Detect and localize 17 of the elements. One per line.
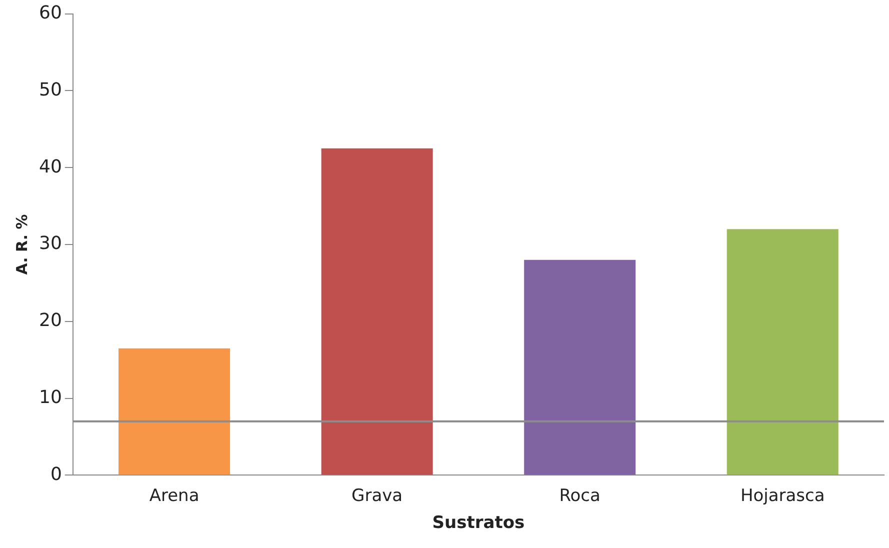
x-tick-label: Arena	[149, 486, 200, 506]
y-tick-label: 0	[50, 464, 62, 485]
x-tick-label: Roca	[559, 486, 600, 506]
y-tick-label: 40	[39, 156, 62, 178]
bar	[321, 148, 433, 475]
y-tick-label: 20	[39, 310, 62, 332]
bar	[726, 229, 838, 475]
x-tick-label: Grava	[352, 486, 403, 506]
x-tick-label: Hojarasca	[740, 486, 825, 506]
bar	[524, 260, 636, 475]
y-tick-label: 60	[39, 2, 62, 24]
y-tick-label: 30	[39, 233, 62, 254]
y-axis-title: A. R. %	[12, 214, 31, 275]
bar	[118, 348, 230, 475]
y-tick-label: 10	[39, 386, 62, 408]
y-tick-label: 50	[39, 79, 62, 100]
x-axis-title: Sustratos	[432, 513, 525, 534]
